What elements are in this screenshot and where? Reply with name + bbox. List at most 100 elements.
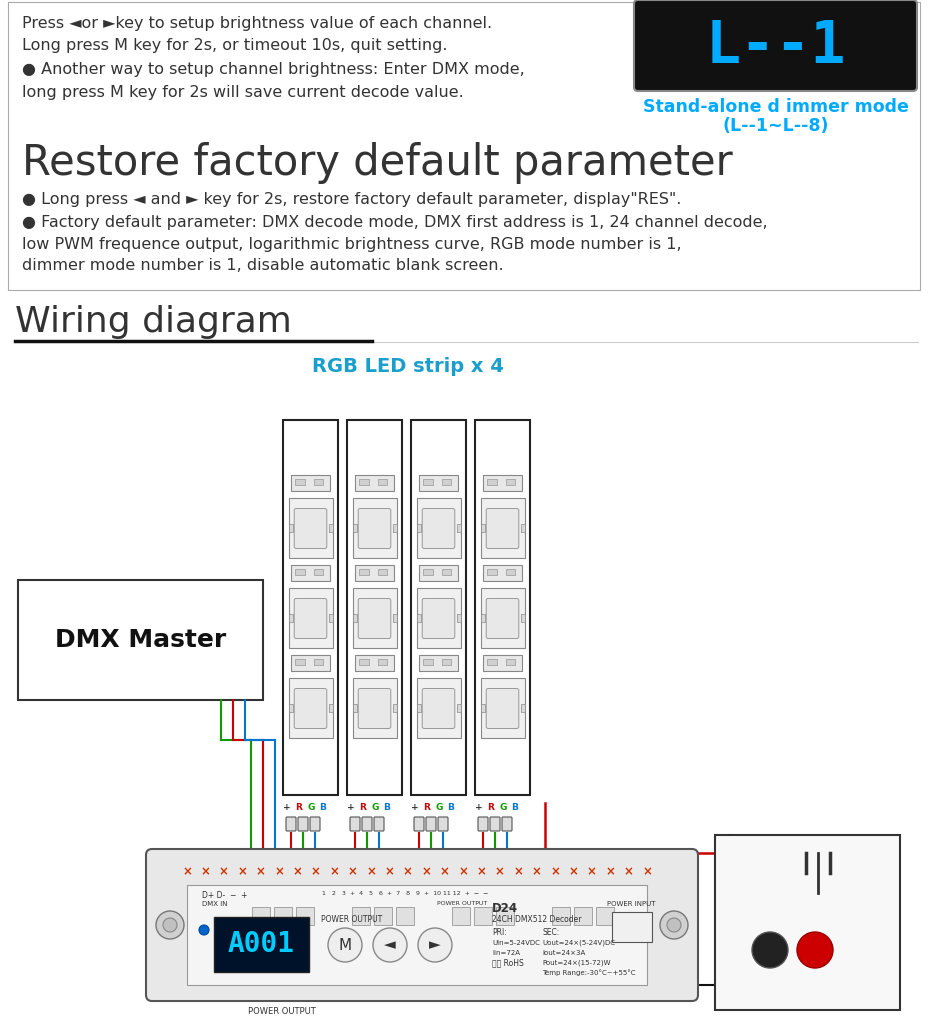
Circle shape [418,928,452,962]
Text: long press M key for 2s will save current decode value.: long press M key for 2s will save curren… [22,85,464,100]
Bar [18,580,263,700]
Bar [352,704,356,712]
Circle shape [156,911,184,939]
Text: B: B [512,803,518,812]
Text: ×: × [458,866,468,879]
Text: ►: ► [429,937,441,953]
Text: ×: × [237,866,247,879]
Text: SEC:: SEC: [542,928,559,937]
Text: ● Long press ◄ and ► key for 2s, restore factory default parameter, display"RES": ● Long press ◄ and ► key for 2s, restore… [22,192,682,207]
Bar [328,704,333,712]
Text: Uout=24×(5-24V)DC: Uout=24×(5-24V)DC [542,940,615,946]
FancyBboxPatch shape [426,817,436,831]
Bar [295,569,305,575]
Bar [417,499,460,558]
Text: POWER INPUT: POWER INPUT [607,901,656,907]
Bar [359,659,369,665]
Bar [296,907,314,925]
Text: ×: × [311,866,321,879]
Bar [574,907,592,925]
Bar [442,569,451,575]
Bar [521,704,525,712]
FancyBboxPatch shape [478,817,488,831]
Bar [392,614,396,622]
Bar [288,614,293,622]
Bar [392,524,396,532]
Bar [417,589,460,649]
Bar [352,679,396,739]
Bar [274,907,292,925]
FancyBboxPatch shape [286,817,296,831]
Bar [378,479,387,485]
FancyBboxPatch shape [422,689,455,729]
FancyBboxPatch shape [358,599,391,639]
Text: ×: × [292,866,302,879]
FancyBboxPatch shape [358,689,391,729]
FancyBboxPatch shape [634,0,917,91]
Bar [552,907,570,925]
Bar [328,614,333,622]
Text: ×: × [532,866,541,879]
Bar [355,475,393,492]
Text: M: M [339,937,352,953]
Text: dimmer mode number is 1, disable automatic blank screen.: dimmer mode number is 1, disable automat… [22,258,504,273]
Text: DMX IN: DMX IN [202,901,228,907]
Bar [295,479,305,485]
Circle shape [373,928,407,962]
Bar [487,479,497,485]
Text: (L--1~L--8): (L--1~L--8) [723,117,829,135]
Bar [359,479,369,485]
Bar [423,479,432,485]
Circle shape [328,928,362,962]
Text: ×: × [476,866,486,879]
Text: ×: × [440,866,449,879]
Bar [457,704,460,712]
Bar [457,614,460,622]
Bar [442,479,451,485]
Text: R: R [487,803,495,812]
Text: Iin=72A: Iin=72A [492,950,520,956]
Text: ● Another way to setup channel brightness: Enter DMX mode,: ● Another way to setup channel brightnes… [22,62,525,77]
Text: Restore factory default parameter: Restore factory default parameter [22,142,733,184]
Text: Wiring diagram: Wiring diagram [15,305,292,339]
Text: ⒸⒼ RoHS: ⒸⒼ RoHS [492,958,524,967]
Text: ×: × [274,866,284,879]
Bar [442,659,451,665]
Bar [481,679,525,739]
Bar [214,917,309,972]
FancyBboxPatch shape [294,509,326,549]
Text: ×: × [421,866,432,879]
Bar [475,420,530,795]
Bar [481,614,485,622]
Text: +: + [475,803,483,812]
Bar [355,655,393,671]
FancyBboxPatch shape [422,509,455,549]
Bar [419,475,458,492]
FancyBboxPatch shape [362,817,372,831]
Bar [288,524,293,532]
Bar [252,907,270,925]
Bar [291,655,330,671]
Text: G: G [435,803,443,812]
Bar [288,499,333,558]
Bar [352,907,370,925]
Circle shape [199,925,209,935]
Bar [288,589,333,649]
Bar [359,569,369,575]
Bar [347,420,402,795]
Bar [313,659,323,665]
Text: G: G [307,803,314,812]
Bar [521,614,525,622]
FancyBboxPatch shape [486,599,519,639]
Bar [288,679,333,739]
Circle shape [752,932,788,968]
Text: B: B [320,803,326,812]
Text: ×: × [348,866,357,879]
Circle shape [797,932,833,968]
Text: G: G [371,803,379,812]
Bar [288,704,293,712]
Bar [352,614,356,622]
Bar [417,524,420,532]
Text: Long press M key for 2s, or timeout 10s, quit setting.: Long press M key for 2s, or timeout 10s,… [22,38,447,53]
Text: RGB LED strip x 4: RGB LED strip x 4 [312,357,504,376]
